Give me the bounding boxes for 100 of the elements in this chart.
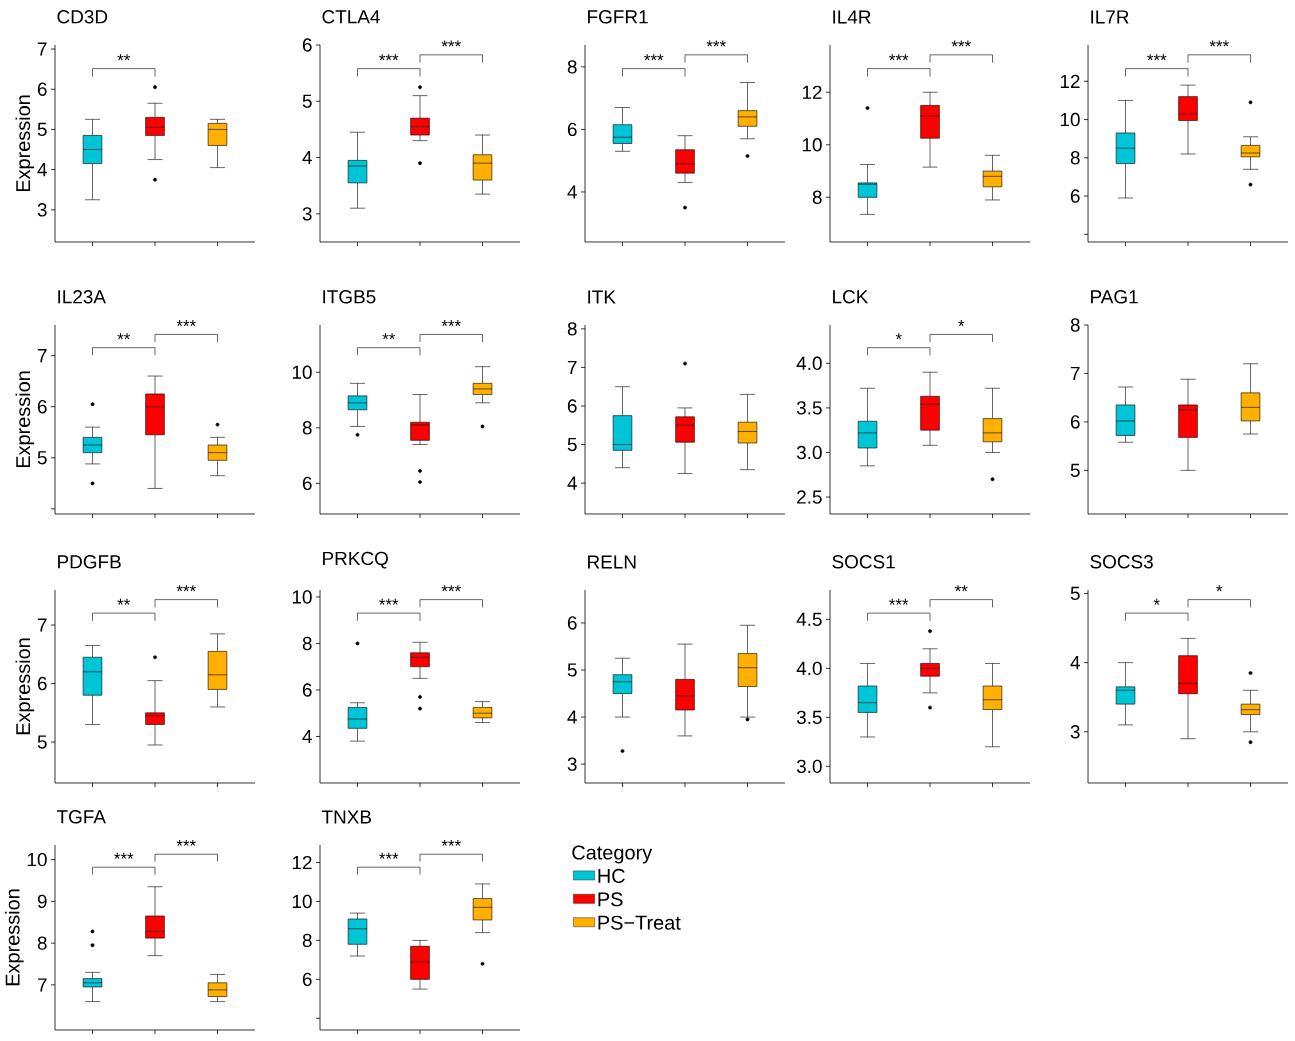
y-tick-label: 7 [37, 42, 47, 56]
y-tick-label: 4 [567, 185, 577, 199]
annotation: ** [117, 333, 131, 340]
annotation: *** [379, 54, 399, 61]
y-tick-label: 6 [1070, 415, 1080, 429]
y-tick-label: 10 [292, 365, 312, 380]
legend-label: PS [598, 892, 623, 907]
y-tick-label: 6 [37, 676, 47, 691]
annotation: *** [114, 852, 134, 859]
y-tick-label: 4 [1070, 656, 1080, 670]
y-tick-label: 4.0 [796, 661, 822, 676]
annotation: *** [644, 54, 664, 61]
y-tick-label: 6 [567, 399, 577, 413]
chart-title: RELN [588, 555, 636, 569]
y-tick-label: 3 [1070, 725, 1080, 739]
annotation: ** [382, 333, 396, 340]
y-tick-label: 8 [567, 322, 577, 336]
chart-title: IL4R [833, 10, 871, 24]
annotation: *** [176, 585, 196, 592]
y-tick-label: 5 [567, 663, 577, 677]
y-tick-label: 3.0 [796, 445, 822, 460]
annotation: *** [1147, 54, 1167, 61]
y-tick-label: 4.5 [796, 612, 822, 627]
y-tick-label: 6 [302, 38, 312, 52]
annotation: *** [1209, 40, 1229, 47]
chart-title: CD3D [57, 10, 108, 24]
y-tick-label: 5 [1070, 463, 1080, 478]
y-tick-label: 6 [302, 972, 312, 987]
chart-title: CTLA4 [322, 10, 380, 24]
annotation: *** [176, 839, 196, 846]
y-axis-title: Expression [15, 638, 35, 735]
legend-label: HC [598, 868, 625, 884]
annotation: *** [379, 598, 399, 605]
y-tick-label: 4.0 [796, 356, 822, 371]
chart-title: SOCS1 [832, 555, 895, 569]
y-tick-label: 3.5 [796, 401, 822, 415]
y-tick-label: 8 [302, 421, 312, 435]
y-tick-label: 4 [567, 476, 577, 490]
y-tick-label: 8 [37, 936, 47, 950]
y-tick-label: 7 [567, 360, 577, 375]
y-tick-label: 3 [567, 757, 577, 771]
chart-title: LCK [833, 290, 869, 304]
legend-label: PS−Treat [598, 915, 681, 930]
y-tick-label: 8 [302, 636, 312, 651]
y-tick-label: 8 [812, 190, 822, 205]
annotation: *** [441, 40, 461, 47]
y-tick-label: 7 [37, 349, 47, 363]
annotation: *** [889, 598, 909, 605]
y-tick-label: 5 [37, 451, 47, 465]
y-tick-label: 5 [37, 122, 47, 137]
y-tick-label: 8 [1070, 318, 1080, 332]
y-tick-label: 5 [302, 94, 312, 108]
y-axis-title: Expression [5, 889, 24, 986]
annotation: *** [889, 54, 909, 61]
chart-title: PRKCQ [323, 551, 388, 569]
chart-title: ITGB5 [323, 290, 376, 304]
y-tick-label: 3 [302, 207, 312, 221]
annotation: ** [117, 598, 131, 605]
annotation: *** [706, 40, 726, 47]
chart-title: FGFR1 [588, 10, 648, 24]
annotation: ** [117, 54, 131, 61]
y-tick-label: 12 [802, 85, 822, 99]
annotation: * [895, 333, 902, 340]
annotation: *** [379, 852, 399, 859]
y-tick-label: 5 [1070, 586, 1080, 601]
y-tick-label: 4 [302, 730, 312, 744]
y-tick-label: 12 [292, 855, 312, 870]
y-tick-label: 3.0 [796, 759, 822, 774]
chart-title: IL23A [58, 290, 106, 304]
y-tick-label: 3 [37, 203, 47, 217]
y-tick-label: 4 [567, 710, 577, 724]
y-axis-title: Expression [15, 95, 35, 192]
y-tick-label: 10 [292, 590, 312, 604]
y-tick-label: 10 [27, 852, 47, 867]
y-tick-label: 6 [37, 400, 47, 414]
chart-title: PAG1 [1091, 290, 1138, 304]
y-tick-label: 8 [302, 933, 312, 948]
chart-title: TGFA [56, 810, 106, 824]
annotation: *** [441, 585, 461, 592]
y-tick-label: 12 [1060, 74, 1080, 88]
y-tick-label: 3.5 [796, 710, 822, 725]
chart-title: SOCS3 [1090, 555, 1153, 569]
y-tick-label: 6 [1070, 189, 1080, 203]
y-tick-label: 6 [567, 616, 577, 630]
annotation: * [1216, 585, 1223, 592]
y-tick-label: 8 [1070, 151, 1080, 165]
chart-title: PDGFB [58, 555, 121, 569]
annotation: *** [951, 40, 971, 47]
chart-title: ITK [588, 290, 616, 304]
y-tick-label: 2.5 [797, 490, 822, 504]
y-tick-label: 10 [1060, 112, 1080, 127]
annotation: * [958, 320, 965, 327]
y-tick-label: 6 [37, 82, 47, 96]
y-tick-label: 6 [302, 683, 312, 697]
legend-title: Category [572, 845, 653, 864]
y-tick-label: 7 [37, 978, 47, 992]
y-tick-label: 5 [567, 438, 577, 452]
y-tick-label: 5 [37, 735, 47, 749]
y-tick-label: 8 [567, 60, 577, 74]
y-axis-title: Expression [15, 371, 35, 468]
